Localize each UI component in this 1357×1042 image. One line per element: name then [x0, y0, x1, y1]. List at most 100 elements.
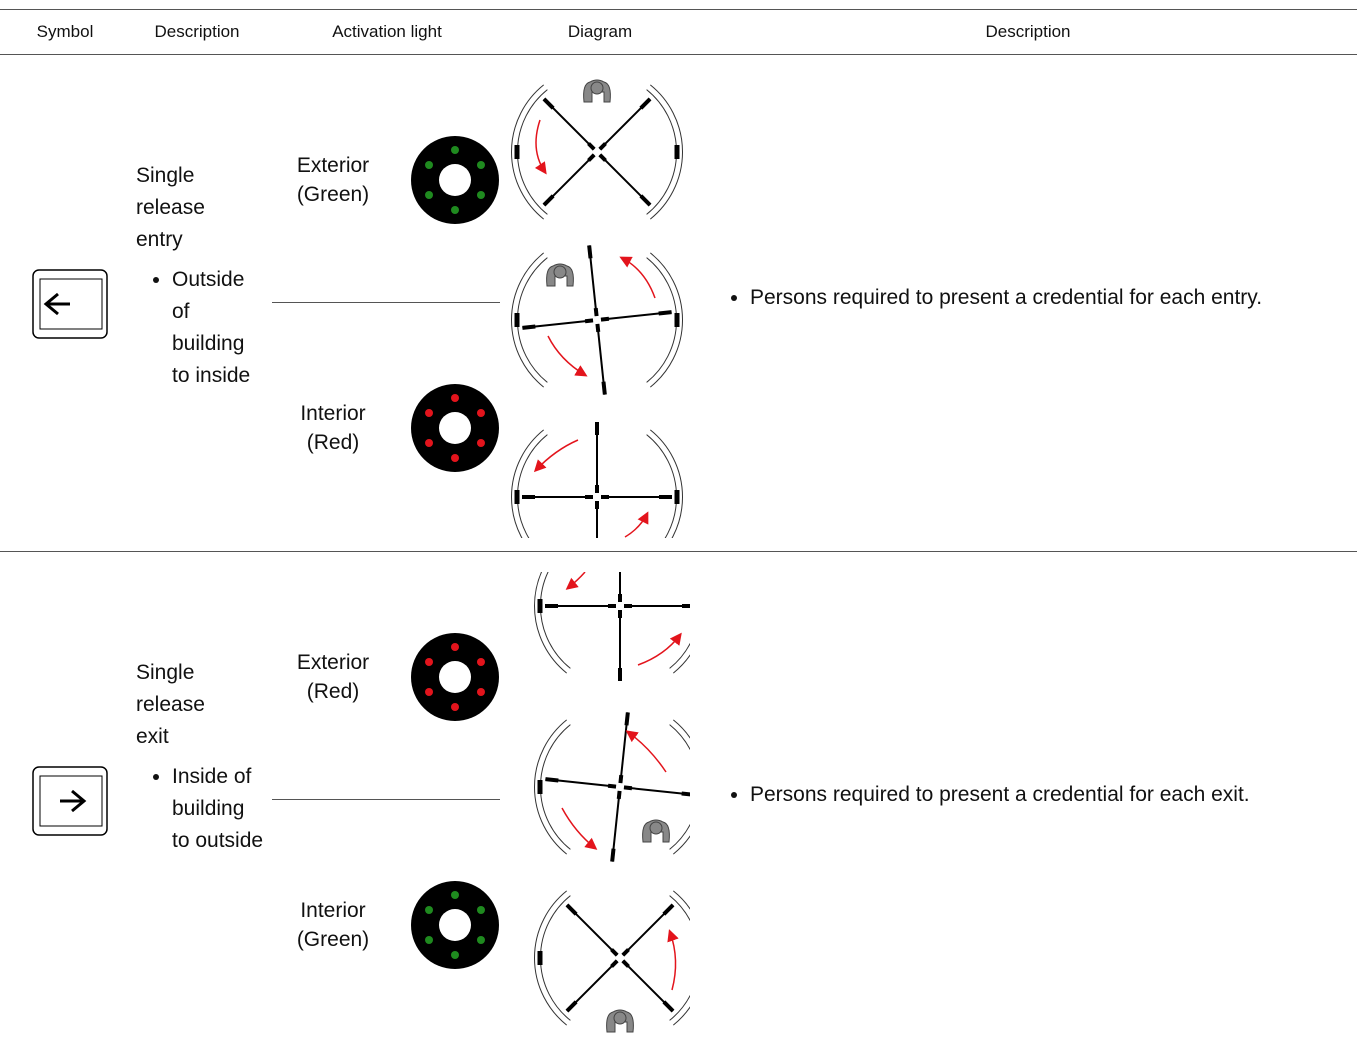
symbol-icon: [32, 269, 108, 339]
light-label: Interior (Red): [300, 402, 366, 454]
symbol-door: [39, 775, 103, 827]
door-wall: [516, 257, 548, 383]
arm-end: [639, 194, 652, 207]
light-center: [439, 661, 471, 693]
row-title: Single release entry: [136, 164, 205, 251]
light-dot: [451, 394, 459, 402]
arm-end: [662, 1000, 675, 1013]
door-wall: [669, 642, 690, 669]
arm-end: [624, 712, 630, 726]
arm-hub: [621, 948, 630, 957]
door-wall: [650, 252, 684, 388]
row-title: Single release exit: [136, 661, 205, 748]
rotation-arrow: [565, 572, 586, 590]
rotation-arrow: [667, 929, 679, 991]
arm-end: [565, 1000, 578, 1013]
description: Persons required to present a credential…: [750, 286, 1262, 310]
door-wall: [673, 654, 690, 674]
column-header: Symbol: [36, 22, 94, 41]
door-wall: [650, 429, 684, 538]
door-wall: [673, 719, 690, 855]
light-dot: [425, 439, 434, 447]
arm-hub: [584, 318, 594, 324]
diagram: [533, 572, 690, 1026]
rotation-arrow: [637, 632, 682, 666]
person-head: [590, 81, 604, 95]
light-label: Interior (Green): [296, 899, 370, 951]
symbol-arrowhead: [43, 292, 59, 316]
light-dot: [476, 161, 485, 169]
diagram: [510, 84, 684, 538]
rule: [0, 54, 1357, 55]
light-dot: [425, 936, 434, 944]
door-wall: [533, 572, 567, 674]
arm-hub: [587, 142, 596, 151]
arm-end: [522, 324, 536, 330]
rule: [0, 9, 1357, 10]
arm-hub: [595, 323, 601, 333]
door-wall: [533, 890, 567, 1026]
arm-hub: [610, 948, 619, 957]
light-dot: [476, 409, 485, 417]
person-head: [553, 265, 567, 279]
arm-end: [601, 381, 607, 395]
light-dot: [476, 906, 485, 914]
light-dot: [425, 658, 434, 666]
light-dot: [476, 191, 485, 199]
arm-hub: [618, 774, 624, 784]
rotation-arrow: [624, 511, 649, 538]
row-bullet: Outside of building to inside: [172, 264, 267, 392]
arm-end: [587, 245, 593, 259]
door-wall: [669, 895, 690, 1021]
description-list: Persons required to present a credential…: [715, 286, 1262, 310]
rule: [0, 551, 1357, 552]
door-wall: [646, 257, 678, 383]
light-center: [439, 164, 471, 196]
row-bullet: Inside of building to outside: [172, 761, 267, 857]
arm-hub: [587, 153, 596, 162]
rotation-arrow: [561, 807, 598, 850]
light-dot: [425, 688, 434, 696]
symbol-door: [39, 278, 103, 330]
arm-end: [542, 194, 555, 207]
light-label: Exterior (Green): [296, 154, 370, 206]
door-wall: [516, 89, 548, 215]
light-dot: [425, 409, 434, 417]
light-dot: [451, 951, 459, 959]
light-dot: [451, 643, 459, 651]
symbol-arrowhead: [71, 789, 87, 813]
rotation-arrow: [534, 119, 547, 175]
light-dot: [451, 146, 459, 154]
light-dot: [476, 439, 485, 447]
light-dot: [425, 161, 434, 169]
arm-hub: [621, 959, 630, 968]
description: Persons required to present a credential…: [750, 783, 1250, 807]
row-bullet-list: Outside of building to inside: [136, 264, 267, 392]
light-dot: [451, 891, 459, 899]
column-header: Description: [154, 22, 240, 41]
light-dot: [425, 191, 434, 199]
divider: [272, 302, 500, 303]
door-wall: [510, 252, 544, 388]
rotation-arrow: [625, 730, 667, 773]
symbol-icon: [32, 766, 108, 836]
door-wall: [646, 89, 678, 215]
door-wall: [650, 84, 684, 220]
light-dot: [476, 658, 485, 666]
light-dot: [476, 936, 485, 944]
description-list: Persons required to present a credential…: [715, 783, 1250, 807]
rotation-arrow: [619, 256, 656, 299]
light-dot: [451, 703, 459, 711]
door-wall: [539, 895, 571, 1021]
arm-hub: [598, 142, 607, 151]
divider: [272, 799, 500, 800]
arm-hub: [623, 785, 633, 791]
arm-end: [565, 903, 578, 916]
arm-hub: [616, 790, 622, 800]
light-dot: [425, 906, 434, 914]
arm-end: [639, 97, 652, 110]
column-header: Diagram: [567, 22, 633, 41]
light-dot: [451, 454, 459, 462]
